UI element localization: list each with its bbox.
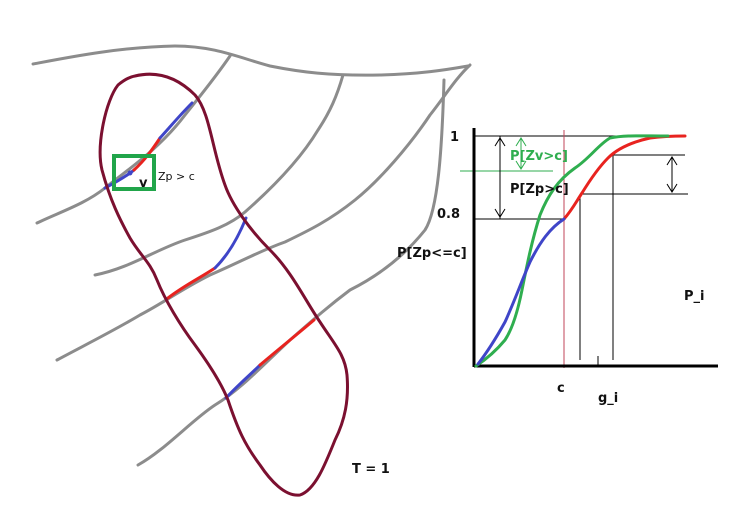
y-tick-1-label: 1 (450, 130, 459, 145)
segment-blue-3 (213, 216, 248, 270)
segment-blue-4 (224, 363, 262, 400)
contour-3 (55, 63, 472, 362)
t-label: T = 1 (352, 462, 390, 477)
segment-red-3 (258, 318, 316, 367)
arrow-gi (666, 156, 678, 193)
v-selection-box (112, 154, 156, 191)
contour-4 (136, 78, 446, 467)
zp-label: P[Zp>c] (510, 182, 569, 197)
contour-segments (103, 101, 316, 400)
c-label: c (557, 381, 565, 396)
curve-green (474, 134, 670, 368)
contour-2 (93, 73, 345, 277)
contour-1 (35, 54, 232, 225)
v-label: v (139, 176, 148, 191)
segment-blue-1 (103, 168, 136, 190)
segment-blue-2 (158, 101, 194, 140)
y-tick-08-label: 0.8 (437, 207, 460, 222)
contour-lines (31, 44, 472, 467)
zv-label: P[Zv>c] (510, 149, 568, 164)
contour-top (31, 44, 470, 77)
p-i-label: P_i (684, 289, 704, 304)
curve-red (562, 134, 687, 221)
y-axis-label: P[Zp<=c] (397, 246, 467, 261)
arrow-zv (515, 137, 527, 170)
zp-condition-label: Zp > c (158, 170, 195, 183)
curve-blue (476, 217, 566, 366)
segment-red-2 (166, 266, 217, 300)
g-i-label: g_i (598, 391, 618, 406)
arrow-zp (494, 137, 506, 218)
cdf-chart: 1 0.8 P[Zp<=c] P[Zv>c] P[Zp>c] P_i c g_i (397, 128, 718, 406)
v-point (127, 170, 133, 176)
region-outline (98, 72, 349, 497)
